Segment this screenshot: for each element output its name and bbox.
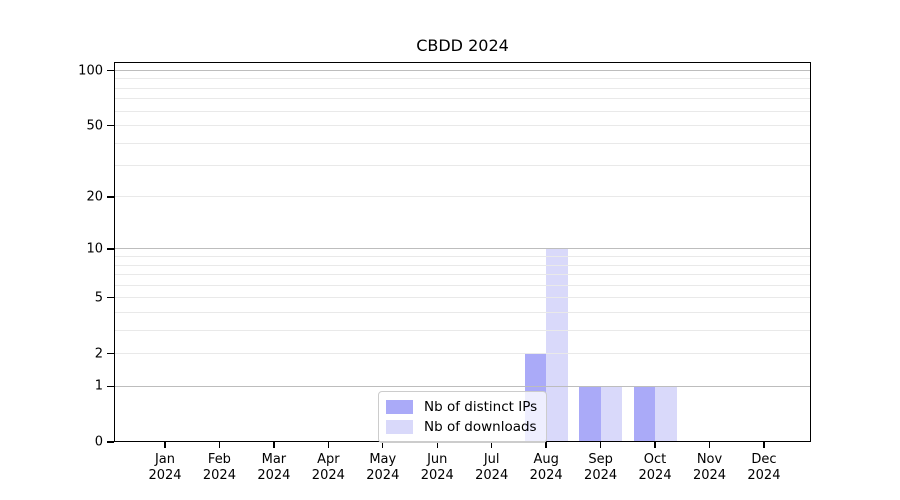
y-tick-1 [107, 385, 114, 387]
x-tick-label-jan: Jan 2024 [148, 452, 182, 483]
y-tick-label-5: 5 [94, 290, 103, 306]
plot-area [114, 62, 811, 442]
y-tick-100 [107, 69, 114, 72]
chart-title: CBDD 2024 [416, 36, 509, 55]
y-tick-5 [107, 297, 114, 299]
gridline-y9 [114, 256, 811, 258]
gridline-y50 [114, 125, 811, 127]
gridline-y30 [114, 165, 811, 167]
gridline-y70 [114, 98, 811, 100]
legend: Nb of distinct IPs Nb of downloads [378, 391, 548, 443]
gridline-y40 [114, 142, 811, 144]
x-tick-sep [599, 442, 602, 448]
x-tick-label-jul: Jul 2024 [475, 452, 509, 483]
y-tick-label-100: 100 [78, 63, 103, 79]
x-tick-label-dec: Dec 2024 [747, 452, 781, 483]
y-tick-label-50: 50 [86, 118, 103, 134]
x-tick-label-mar: Mar 2024 [257, 452, 291, 483]
y-tick-label-20: 20 [86, 189, 103, 205]
bar-oct-nb-of-downloads [655, 386, 677, 442]
x-tick-dec [763, 442, 765, 448]
y-tick-label-10: 10 [86, 241, 103, 257]
y-tick-50 [107, 124, 114, 127]
gridline-y4 [114, 311, 811, 313]
x-tick-jan [164, 442, 166, 448]
y-tick-label-2: 2 [94, 346, 103, 362]
x-tick-label-nov: Nov 2024 [692, 452, 727, 483]
gridline-y3 [114, 329, 811, 331]
bar-aug-nb-of-downloads [546, 248, 568, 442]
bar-oct-nb-of-distinct-ips [633, 386, 656, 442]
legend-swatch-distinct-ips-icon [386, 400, 413, 414]
legend-swatch-downloads-icon [386, 420, 413, 434]
gridline-y1 [114, 385, 811, 387]
gridline-y20 [114, 196, 811, 198]
y-tick-0 [107, 441, 114, 443]
bar-sep-nb-of-distinct-ips [579, 386, 601, 442]
y-tick-label-1: 1 [94, 378, 103, 394]
y-tick-20 [107, 196, 114, 198]
y-tick-10 [107, 248, 114, 250]
gridline-y8 [114, 264, 811, 266]
legend-label-downloads: Nb of downloads [424, 419, 537, 435]
legend-row-downloads: Nb of downloads [386, 417, 537, 437]
x-tick-label-sep: Sep 2024 [584, 452, 618, 483]
gridline-y2 [114, 353, 811, 355]
x-tick-jun [436, 442, 438, 448]
legend-row-distinct-ips: Nb of distinct IPs [386, 397, 537, 417]
gridline-y6 [114, 284, 811, 286]
gridline-y5 [114, 297, 811, 299]
x-tick-nov [708, 442, 711, 448]
x-tick-may [382, 442, 384, 448]
x-tick-label-feb: Feb 2024 [202, 452, 236, 483]
gridline-y80 [114, 87, 811, 89]
gridline-y7 [114, 274, 811, 276]
y-tick-2 [107, 352, 114, 355]
x-tick-jul [491, 442, 493, 448]
legend-label-distinct-ips: Nb of distinct IPs [424, 399, 538, 415]
gridline-y10 [114, 248, 811, 250]
gridline-y90 [114, 78, 811, 80]
y-tick-label-0: 0 [94, 434, 103, 450]
x-tick-feb [218, 442, 221, 448]
x-tick-label-aug: Aug 2024 [529, 452, 563, 483]
x-tick-apr [327, 442, 330, 448]
x-tick-aug [545, 442, 547, 448]
bar-sep-nb-of-downloads [600, 386, 623, 442]
x-tick-mar [273, 442, 275, 448]
x-tick-label-jun: Jun 2024 [420, 452, 454, 483]
x-tick-label-oct: Oct 2024 [638, 452, 672, 483]
gridline-y100 [114, 70, 811, 72]
x-tick-label-may: May 2024 [366, 452, 400, 483]
x-tick-oct [654, 442, 656, 448]
gridline-y60 [114, 110, 811, 112]
x-tick-label-apr: Apr 2024 [311, 452, 345, 483]
